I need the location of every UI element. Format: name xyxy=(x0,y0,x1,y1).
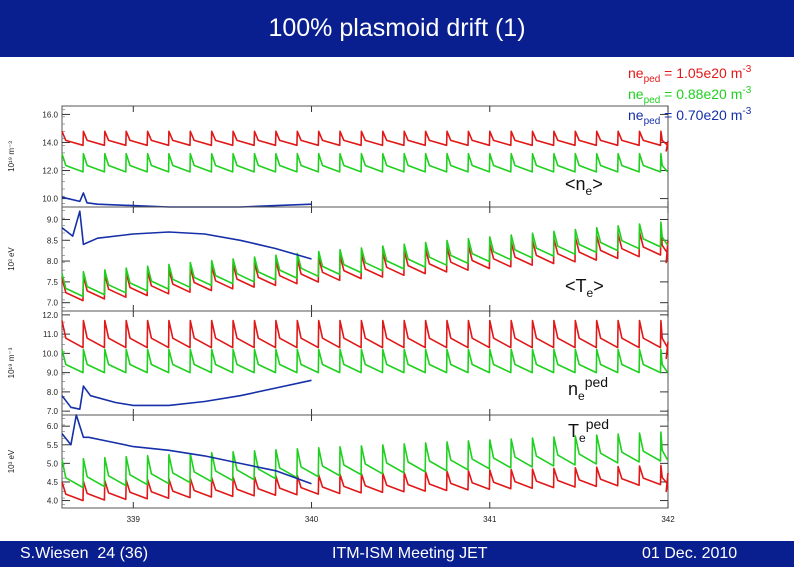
y-tick-label: 9.0 xyxy=(47,215,59,224)
y-tick-label: 9.0 xyxy=(47,369,59,378)
y-tick-label: 14.0 xyxy=(42,138,58,147)
x-tick-label: 339 xyxy=(127,515,141,524)
y-tick-label: 12.0 xyxy=(42,311,58,320)
series-line-green xyxy=(61,221,669,298)
footer-meeting: ITM-ISM Meeting JET xyxy=(332,545,488,562)
y-tick-label: 12.0 xyxy=(42,167,58,176)
series-line-green xyxy=(61,348,669,374)
plot-figure: 10.0 12.0 14.0 16.0 10¹⁹ m⁻³ <ne> 7.0 7.5 8.0 8.5… xyxy=(7,64,752,524)
x-tick-label: 342 xyxy=(661,515,675,524)
x-tick-label: 341 xyxy=(483,515,497,524)
panel-label: Teped xyxy=(568,416,609,445)
footer-author: S.Wiesen 24 (36) xyxy=(20,545,148,563)
panel-label: neped xyxy=(568,374,608,403)
legend-entry: neped = 0.88e20 m-3 xyxy=(628,85,752,106)
y-tick-label: 8.5 xyxy=(47,236,59,245)
series-line-green xyxy=(61,152,669,173)
author-name: S.Wiesen xyxy=(20,545,89,562)
slide-title: 100% plasmoid drift (1) xyxy=(268,14,526,42)
y-axis-label: 10¹⁹ m⁻³ xyxy=(7,141,16,172)
footer-bar xyxy=(0,541,794,567)
y-tick-label: 7.0 xyxy=(47,407,59,416)
y-axis-label: 10³ eV xyxy=(7,449,16,473)
legend-entry: neped = 0.70e20 m-3 xyxy=(628,106,752,127)
y-tick-label: 5.0 xyxy=(47,459,59,468)
y-tick-label: 10.0 xyxy=(42,195,58,204)
series-line-green xyxy=(61,431,669,489)
y-axis-label: 10³ eV xyxy=(7,247,16,271)
y-tick-label: 4.0 xyxy=(47,497,59,506)
y-tick-label: 6.0 xyxy=(47,422,59,431)
title-bar xyxy=(0,0,794,57)
series-line-red xyxy=(61,464,669,502)
series-line-blue xyxy=(61,379,312,410)
series-line-blue xyxy=(61,414,312,485)
panel-label: <Te> xyxy=(565,276,604,300)
y-tick-label: 8.0 xyxy=(47,257,59,266)
y-tick-label: 10.0 xyxy=(42,349,58,358)
panel-label: <ne> xyxy=(565,174,603,198)
y-tick-label: 16.0 xyxy=(42,110,58,119)
legend-entry: neped = 1.05e20 m-3 xyxy=(628,64,752,85)
y-tick-label: 8.0 xyxy=(47,388,59,397)
y-tick-label: 11.0 xyxy=(43,330,59,339)
x-tick-label: 340 xyxy=(305,515,319,524)
y-tick-label: 5.5 xyxy=(47,441,59,450)
series-line-blue xyxy=(61,192,312,208)
y-tick-label: 4.5 xyxy=(47,478,59,487)
series-line-red xyxy=(61,130,669,152)
y-axis-label: 10¹⁹ m⁻³ xyxy=(7,347,16,378)
slide-page: 24 (36) xyxy=(97,545,149,562)
series-line-blue xyxy=(61,210,312,260)
series-line-red xyxy=(61,319,669,360)
footer-date: 01 Dec. 2010 xyxy=(642,545,738,562)
y-tick-label: 7.0 xyxy=(47,299,59,308)
y-tick-label: 7.5 xyxy=(47,278,59,287)
